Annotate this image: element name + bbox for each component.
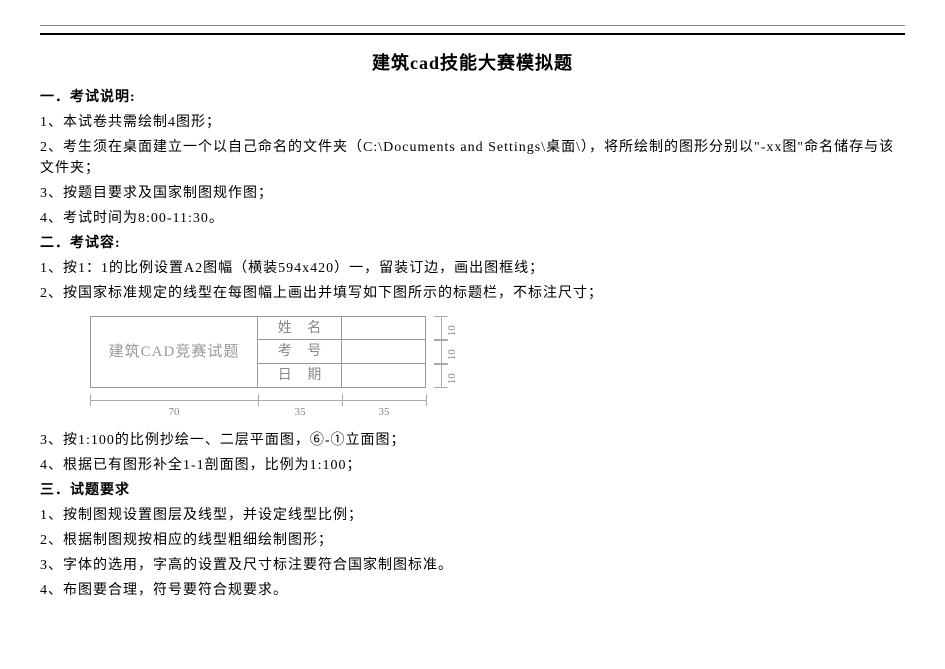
tb-row-3-value bbox=[342, 364, 426, 388]
s2-item-3: 3、按1:100的比例抄绘一、二层平面图，⑥-①立面图； bbox=[40, 430, 905, 451]
tb-row-1-label: 姓 名 bbox=[258, 316, 342, 340]
vertical-dimensions: 10 10 10 bbox=[434, 316, 466, 388]
tb-row-2-label: 考 号 bbox=[258, 340, 342, 364]
title-block-diagram: 建筑CAD竞赛试题 姓 名 考 号 日 期 10 10 bbox=[90, 316, 530, 418]
s2-item-1: 1、按1：1的比例设置A2图幅（横装594x420）一，留装订边，画出图框线； bbox=[40, 258, 905, 279]
s2-item-2: 2、按国家标准规定的线型在每图幅上画出并填写如下图所示的标题栏，不标注尺寸； bbox=[40, 283, 905, 304]
dim-w-2: 35 bbox=[258, 404, 342, 421]
s1-item-4: 4、考试时间为8:00-11:30。 bbox=[40, 208, 905, 229]
section-3-header: 三．试题要求 bbox=[40, 480, 905, 501]
tb-row-3-label: 日 期 bbox=[258, 364, 342, 388]
s3-item-4: 4、布图要合理，符号要符合规要求。 bbox=[40, 580, 905, 601]
title-block-right-cells: 姓 名 考 号 日 期 bbox=[258, 316, 426, 388]
dim-w-3: 35 bbox=[342, 404, 426, 421]
tb-row-2-value bbox=[342, 340, 426, 364]
s2-item-4: 4、根据已有图形补全1-1剖面图，比例为1:100； bbox=[40, 455, 905, 476]
s3-item-2: 2、根据制图规按相应的线型粗细绘制图形； bbox=[40, 530, 905, 551]
dim-h-2: 10 bbox=[444, 349, 461, 360]
dim-w-1: 70 bbox=[90, 404, 258, 421]
s1-item-3: 3、按题目要求及国家制图规作图； bbox=[40, 183, 905, 204]
section-1-header: 一．考试说明: bbox=[40, 87, 905, 108]
s3-item-1: 1、按制图规设置图层及线型，并设定线型比例； bbox=[40, 505, 905, 526]
title-block-left-cell: 建筑CAD竞赛试题 bbox=[90, 316, 258, 388]
tb-row-1-value bbox=[342, 316, 426, 340]
s1-item-2: 2、考生须在桌面建立一个以自己命名的文件夹（C:\Documents and S… bbox=[40, 137, 905, 179]
dim-h-3: 10 bbox=[444, 373, 461, 384]
horizontal-dimensions: 70 35 35 bbox=[90, 394, 530, 418]
s1-item-1: 1、本试卷共需绘制4图形； bbox=[40, 112, 905, 133]
page-top-border bbox=[40, 25, 905, 35]
s3-item-3: 3、字体的选用，字高的设置及尺寸标注要符合国家制图标准。 bbox=[40, 555, 905, 576]
section-2-header: 二．考试容: bbox=[40, 233, 905, 254]
document-title: 建筑cad技能大赛模拟题 bbox=[40, 50, 905, 77]
dim-h-1: 10 bbox=[444, 325, 461, 336]
